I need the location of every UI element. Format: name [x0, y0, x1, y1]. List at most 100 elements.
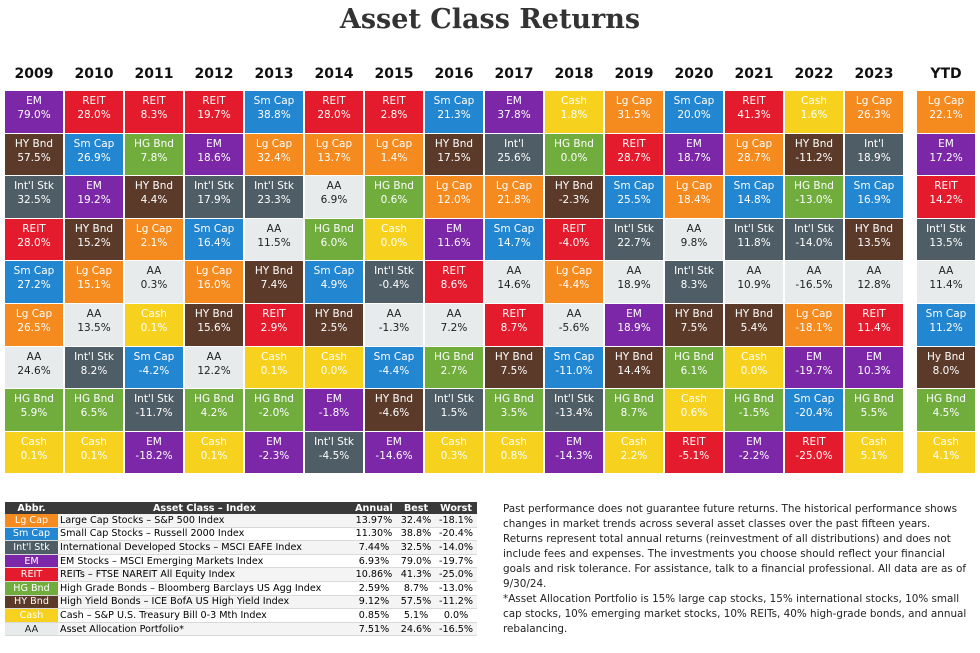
- return-value: -4.0%: [558, 236, 590, 249]
- legend-best: 79.0%: [396, 554, 436, 569]
- legend-abbr: EM: [5, 554, 58, 569]
- legend-annual: 9.12%: [350, 595, 397, 610]
- return-cell: AA -5.6%: [545, 304, 603, 346]
- legend-header-annual: Annual: [350, 502, 397, 514]
- return-cell: REIT 8.3%: [125, 91, 183, 133]
- return-cell: Lg Cap 1.4%: [365, 133, 423, 176]
- return-value: 18.4%: [677, 194, 711, 207]
- return-value: -2.0%: [258, 407, 290, 420]
- return-cell: HG Bnd 7.8%: [125, 133, 183, 176]
- return-cell: AA 7.2%: [425, 304, 483, 346]
- return-cell: AA 14.6%: [485, 261, 543, 303]
- return-value: 7.2%: [440, 322, 468, 334]
- return-cell: Lg Cap 31.5%: [605, 91, 663, 133]
- return-value: 2.5%: [320, 322, 348, 334]
- return-value: 32.4%: [257, 151, 291, 164]
- return-cell: HY Bnd 2.5%: [305, 304, 363, 346]
- asset-abbr: Int'l Stk: [794, 222, 834, 235]
- asset-abbr: Int'l Stk: [614, 222, 654, 235]
- return-cell: Sm Cap -11.0%: [545, 346, 603, 389]
- return-value: 79.0%: [17, 109, 51, 121]
- return-cell: Sm Cap 14.8%: [725, 176, 783, 218]
- legend-annual: 6.93%: [350, 554, 397, 569]
- asset-abbr: Cash: [621, 435, 647, 448]
- return-cell: AA 24.6%: [5, 346, 63, 389]
- legend-annual: 13.97%: [350, 514, 397, 528]
- return-value: 0.0%: [560, 151, 588, 164]
- asset-abbr: Sm Cap: [193, 222, 235, 235]
- return-cell: AA 10.9%: [725, 261, 783, 303]
- return-cell: REIT 11.4%: [845, 304, 903, 346]
- return-value: -2.3%: [558, 194, 590, 207]
- return-cell: Int'l 25.6%: [485, 133, 543, 176]
- return-value: 3.5%: [500, 407, 528, 420]
- return-cell: Lg Cap 26.5%: [5, 304, 63, 346]
- asset-abbr: EM: [146, 435, 162, 448]
- legend-row: Lg Cap Large Cap Stocks – S&P 500 Index 13…: [5, 514, 477, 528]
- asset-abbr: Cash: [741, 350, 767, 363]
- return-value: 1.6%: [800, 109, 828, 121]
- asset-abbr: Cash: [81, 435, 107, 448]
- asset-abbr: REIT: [142, 95, 166, 107]
- asset-abbr: Sm Cap: [313, 265, 355, 278]
- return-value: -1.5%: [738, 407, 770, 420]
- return-value: 14.2%: [929, 194, 963, 207]
- return-cell: HG Bnd -13.0%: [785, 176, 843, 218]
- return-cell: HY Bnd -11.2%: [785, 133, 843, 176]
- year-label: 2012: [194, 66, 234, 82]
- asset-abbr: Cash: [801, 95, 827, 107]
- legend-asset-name: Asset Allocation Portfolio*: [58, 622, 351, 637]
- asset-abbr: HY Bnd: [194, 308, 234, 320]
- legend-table: Abbr. Asset Class – Index Annual Best Wo…: [5, 502, 477, 637]
- asset-abbr: HG Bnd: [614, 393, 654, 406]
- return-value: -19.7%: [795, 364, 833, 377]
- asset-abbr: AA: [386, 308, 402, 320]
- legend-best: 38.8%: [396, 527, 436, 542]
- return-value: 26.5%: [17, 322, 51, 334]
- return-cell: Int'l Stk -13.4%: [545, 389, 603, 431]
- return-cell: Sm Cap -20.4%: [785, 389, 843, 431]
- asset-abbr: Lg Cap: [555, 265, 593, 278]
- legend-worst: -11.2%: [435, 595, 477, 610]
- return-cell: Sm Cap 38.8%: [245, 91, 303, 133]
- asset-abbr: HG Bnd: [674, 350, 714, 363]
- return-value: 16.9%: [857, 194, 891, 207]
- return-value: 2.9%: [260, 322, 288, 334]
- asset-abbr: Lg Cap: [615, 95, 653, 107]
- return-value: 2.8%: [380, 109, 408, 121]
- return-value: 0.3%: [440, 449, 468, 462]
- return-cell: Lg Cap 22.1%: [917, 91, 975, 133]
- return-cell: AA 12.2%: [185, 346, 243, 389]
- return-cell: EM -2.2%: [725, 431, 783, 474]
- return-cell: Cash 0.0%: [305, 346, 363, 389]
- asset-abbr: EM: [566, 435, 582, 448]
- asset-abbr: AA: [566, 308, 582, 320]
- return-cell: EM 79.0%: [5, 91, 63, 133]
- asset-abbr: Int'l Stk: [134, 393, 174, 406]
- return-cell: HY Bnd 14.4%: [605, 346, 663, 389]
- asset-abbr: Int'l Stk: [314, 435, 354, 448]
- asset-abbr: Sm Cap: [373, 350, 415, 363]
- asset-abbr: HY Bnd: [374, 393, 414, 406]
- legend-abbr: Cash: [5, 608, 58, 623]
- return-cell: Sm Cap 26.9%: [65, 133, 123, 176]
- return-cell: Sm Cap 21.3%: [425, 91, 483, 133]
- return-value: 13.7%: [317, 151, 351, 164]
- asset-abbr: Cash: [561, 95, 587, 107]
- return-cell: Cash 0.1%: [65, 431, 123, 474]
- asset-abbr: HY Bnd: [794, 137, 834, 150]
- return-cell: Int'l Stk 17.9%: [185, 176, 243, 218]
- asset-abbr: HY Bnd: [614, 350, 654, 363]
- return-cell: Lg Cap -4.4%: [545, 261, 603, 303]
- return-value: 22.7%: [617, 236, 651, 249]
- asset-abbr: Cash: [321, 350, 347, 363]
- return-cell: EM 10.3%: [845, 346, 903, 389]
- return-cell: Sm Cap 14.7%: [485, 218, 543, 261]
- asset-abbr: HG Bnd: [74, 393, 114, 406]
- return-cell: Cash 2.2%: [605, 431, 663, 474]
- legend-annual: 7.51%: [350, 622, 397, 637]
- legend-header-worst: Worst: [435, 502, 477, 514]
- asset-abbr: EM: [506, 95, 522, 107]
- return-value: 28.0%: [317, 109, 351, 121]
- asset-abbr: HG Bnd: [254, 393, 294, 406]
